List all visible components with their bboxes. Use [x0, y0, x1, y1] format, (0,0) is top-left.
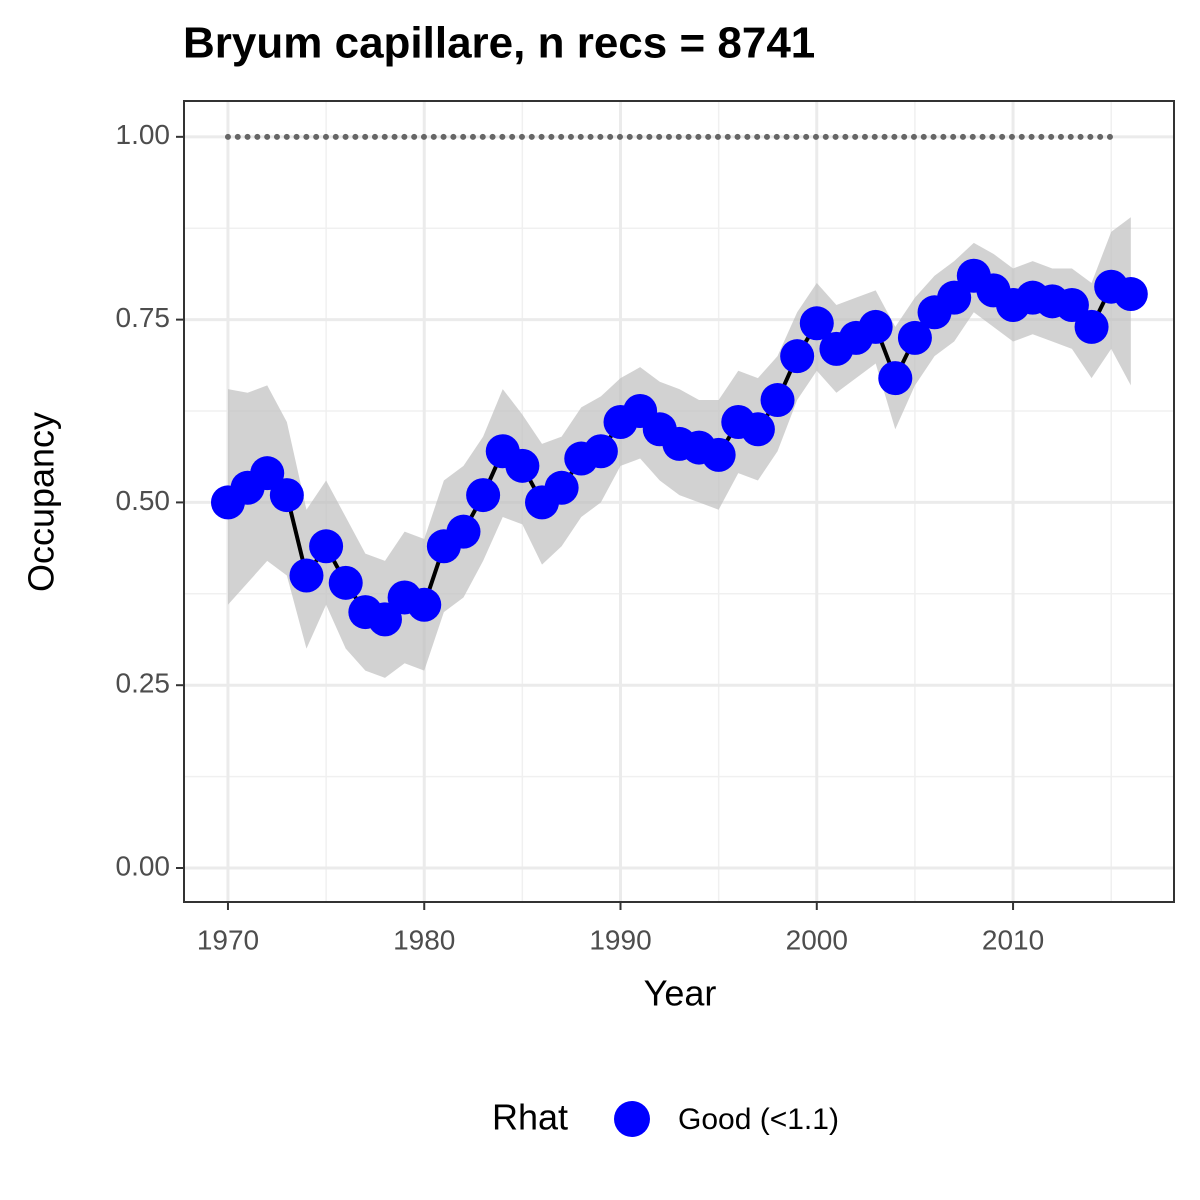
x-tick-label: 1990: [589, 924, 651, 955]
y-tick-label: 0.25: [116, 668, 171, 699]
data-point: [937, 280, 972, 315]
data-point: [799, 306, 834, 341]
data-point: [1113, 277, 1148, 312]
y-tick-label: 1.00: [116, 119, 171, 150]
legend-title: Rhat: [492, 1097, 568, 1138]
y-tick-label: 0.75: [116, 302, 171, 333]
data-point: [878, 361, 913, 396]
y-tick-label: 0.00: [116, 850, 171, 881]
data-point: [740, 412, 775, 447]
x-tick-label: 1980: [393, 924, 455, 955]
data-point: [309, 529, 344, 564]
x-axis-label: Year: [644, 973, 717, 1014]
data-point: [897, 320, 932, 355]
data-point: [701, 437, 736, 472]
chart-title: Bryum capillare, n recs = 8741: [183, 19, 815, 68]
data-point: [328, 565, 363, 600]
data-point: [858, 309, 893, 344]
legend-swatch: [614, 1101, 650, 1137]
data-point: [269, 478, 304, 513]
data-point: [289, 558, 324, 593]
data-point: [544, 470, 579, 505]
y-axis-label: Occupancy: [21, 412, 62, 592]
data-point: [367, 602, 402, 637]
x-tick-label: 2010: [982, 924, 1044, 955]
data-point: [760, 383, 795, 418]
data-point: [583, 434, 618, 469]
data-point: [250, 456, 285, 491]
data-point: [780, 339, 815, 374]
legend-label: Good (<1.1): [678, 1103, 839, 1136]
y-tick-label: 0.50: [116, 485, 171, 516]
plot-border: [183, 100, 1175, 903]
x-tick-label: 1970: [197, 924, 259, 955]
data-point: [466, 478, 501, 513]
data-point: [1054, 287, 1089, 322]
data-point: [505, 448, 540, 483]
x-tick-label: 2000: [786, 924, 848, 955]
data-point: [1074, 309, 1109, 344]
data-point: [407, 587, 442, 622]
data-point: [446, 514, 481, 549]
